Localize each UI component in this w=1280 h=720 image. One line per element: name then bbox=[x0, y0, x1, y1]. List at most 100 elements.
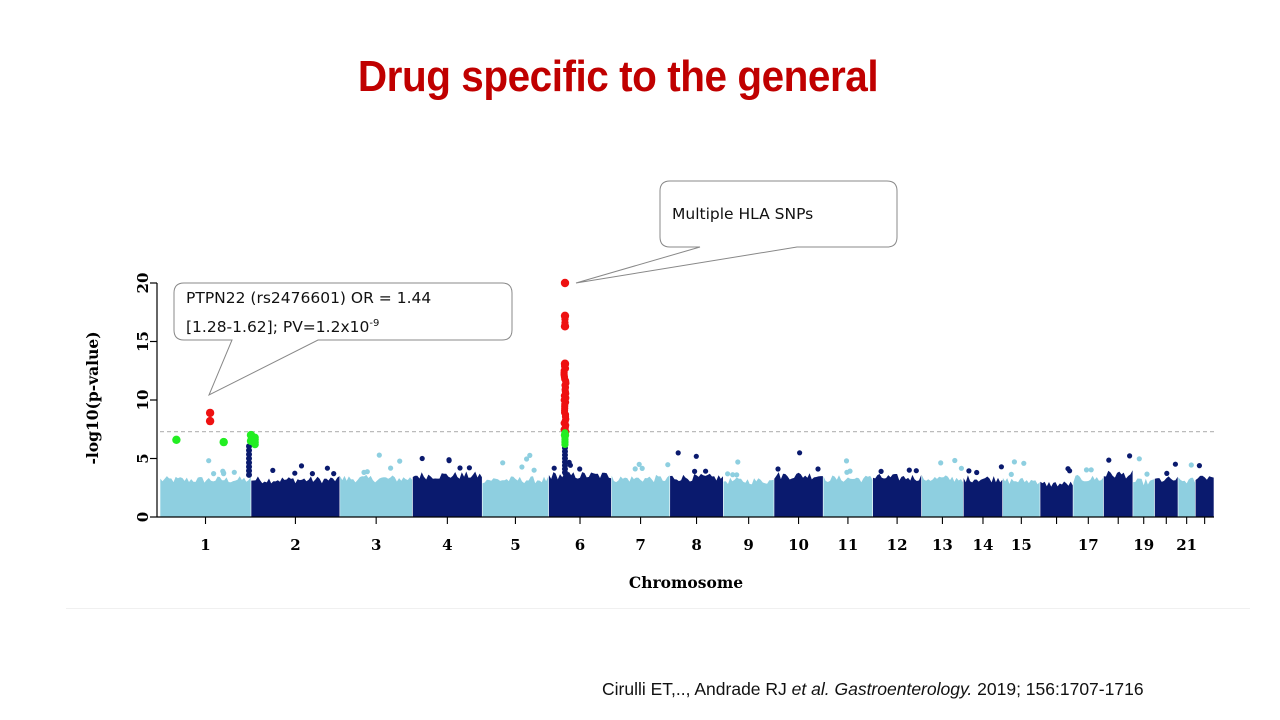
chromosome-1-snp-band bbox=[160, 476, 251, 517]
snp-point bbox=[639, 465, 645, 471]
chromosome-16-snp-band bbox=[1040, 481, 1073, 517]
snp-point bbox=[938, 460, 944, 466]
snp-point bbox=[815, 466, 821, 472]
chromosome-8-snp-band bbox=[670, 473, 724, 517]
snp-point bbox=[878, 468, 884, 474]
x-tick-label: 6 bbox=[575, 536, 585, 554]
snp-point bbox=[693, 453, 699, 459]
snp-point bbox=[292, 470, 298, 476]
ptpn22-callout-exponent: -9 bbox=[369, 318, 380, 329]
snp-point bbox=[211, 471, 217, 477]
chromosome-2-snp-band bbox=[251, 476, 340, 517]
snp-point bbox=[1008, 471, 1014, 477]
suggestive-snp-chr1 bbox=[172, 435, 181, 444]
snp-point bbox=[974, 469, 980, 476]
significant-snp-chr6 bbox=[560, 322, 570, 331]
x-tick-label: 14 bbox=[973, 536, 994, 554]
significant-snp-chr6 bbox=[560, 359, 570, 368]
snp-point bbox=[519, 464, 525, 470]
snp-point bbox=[1144, 471, 1150, 477]
snp-point bbox=[1136, 456, 1142, 462]
snp-point bbox=[231, 469, 237, 475]
snp-point bbox=[566, 459, 572, 465]
x-tick-label: 19 bbox=[1133, 536, 1154, 554]
snp-point bbox=[1011, 459, 1018, 465]
x-tick-label: 9 bbox=[743, 536, 753, 554]
snp-point bbox=[457, 465, 463, 471]
snp-point bbox=[1127, 453, 1133, 459]
x-tick-label: 5 bbox=[510, 536, 520, 554]
x-tick-label: 17 bbox=[1078, 536, 1099, 554]
y-tick-label: 10 bbox=[134, 390, 152, 411]
chromosome-20-snp-band bbox=[1154, 476, 1178, 517]
snp-point bbox=[734, 472, 740, 478]
x-tick-label: 3 bbox=[371, 536, 381, 554]
snp-point bbox=[270, 467, 276, 473]
snp-point bbox=[331, 471, 337, 477]
citation: Cirulli ET,.., Andrade RJ et al. Gastroe… bbox=[602, 679, 1144, 700]
chromosome-9-snp-band bbox=[723, 477, 774, 517]
x-tick-label: 4 bbox=[442, 536, 452, 554]
significant-snp-chr1 bbox=[205, 408, 215, 418]
snp-point bbox=[524, 456, 530, 462]
snp-point bbox=[1088, 467, 1094, 473]
chromosome-3-snp-band bbox=[340, 474, 413, 517]
snp-point bbox=[797, 450, 803, 456]
suggestive-snp-chr6 bbox=[560, 430, 570, 440]
chromosome-6-snp-band bbox=[548, 471, 612, 517]
snp-point bbox=[309, 471, 315, 477]
snp-point bbox=[1164, 470, 1170, 476]
snp-point bbox=[221, 470, 227, 476]
chromosome-11-snp-band bbox=[823, 475, 873, 517]
citation-etal: et al. bbox=[791, 679, 830, 699]
snp-point bbox=[1188, 462, 1194, 468]
y-tick-label: 15 bbox=[134, 331, 152, 352]
ptpn22-callout-bubble bbox=[173, 282, 513, 397]
snp-point bbox=[376, 452, 382, 458]
x-tick-label: 8 bbox=[691, 536, 701, 554]
callouts bbox=[173, 180, 898, 397]
snp-point bbox=[703, 468, 709, 474]
snp-point bbox=[665, 462, 671, 468]
snp-point bbox=[1106, 457, 1112, 463]
x-tick-label: 1 bbox=[200, 536, 210, 554]
snp-point bbox=[636, 461, 642, 467]
x-tick-label: 2 bbox=[290, 536, 300, 554]
x-tick-label: 21 bbox=[1176, 536, 1197, 554]
chromosome-22-snp-band bbox=[1195, 475, 1214, 517]
y-tick-label: 5 bbox=[134, 453, 152, 463]
ptpn22-callout-line2: [1.28-1.62]; PV=1.2x10-9 bbox=[186, 311, 431, 340]
chromosome-7-snp-band bbox=[611, 474, 670, 517]
snp-point bbox=[206, 458, 212, 464]
hla-callout-bubble bbox=[575, 180, 898, 284]
significant-snp-chr6 bbox=[560, 278, 570, 288]
snp-point bbox=[906, 467, 912, 473]
snp-point bbox=[298, 463, 305, 469]
citation-details: 2019; 156:1707-1716 bbox=[972, 679, 1144, 699]
snp-point bbox=[1172, 461, 1178, 467]
snp-point bbox=[551, 465, 557, 471]
snp-bulk-layer bbox=[160, 450, 1214, 517]
significant-snp-chr1 bbox=[205, 416, 215, 426]
significant-snp-chr6 bbox=[560, 311, 570, 320]
snp-point bbox=[692, 468, 698, 474]
snp-point bbox=[632, 466, 638, 472]
snp-point bbox=[675, 450, 681, 456]
x-tick-label: 7 bbox=[635, 536, 645, 554]
snp-point bbox=[466, 465, 472, 471]
snp-point bbox=[527, 452, 533, 458]
slide-title: Drug specific to the general bbox=[357, 52, 879, 101]
snp-point bbox=[388, 465, 394, 471]
chromosome-5-snp-band bbox=[482, 476, 549, 517]
y-axis-label: -log10(p-value) bbox=[83, 331, 102, 464]
chromosome-10-snp-band bbox=[774, 472, 823, 517]
snp-point bbox=[913, 468, 919, 474]
x-tick-label: 15 bbox=[1011, 536, 1032, 554]
y-tick-label: 20 bbox=[134, 273, 152, 294]
divider bbox=[66, 608, 1250, 609]
snp-point bbox=[998, 464, 1005, 470]
snp-point bbox=[735, 459, 741, 465]
snp-point bbox=[1083, 467, 1090, 473]
suggestive-snp bbox=[251, 433, 259, 442]
